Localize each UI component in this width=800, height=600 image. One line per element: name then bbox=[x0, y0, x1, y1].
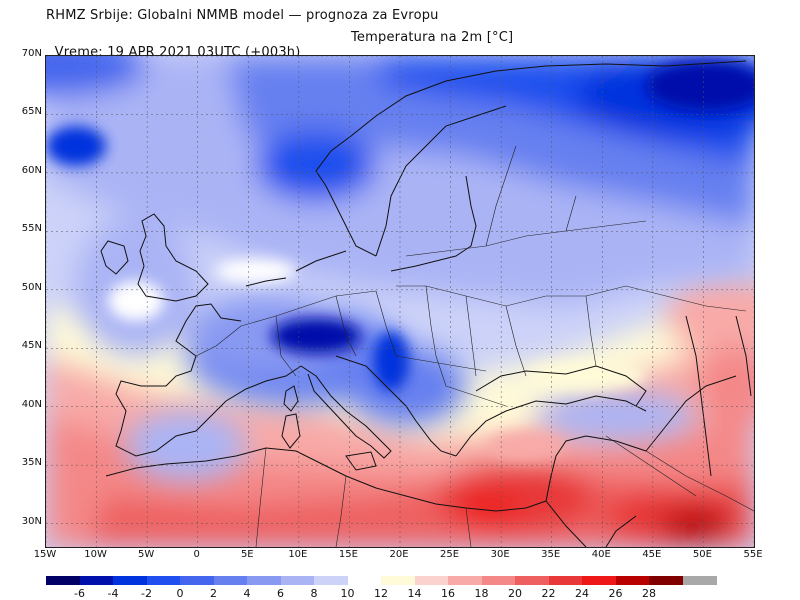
color-legend-tick: 12 bbox=[374, 587, 388, 600]
baltic-south-coast bbox=[390, 175, 477, 272]
black-sea-north-coast bbox=[475, 365, 647, 407]
color-legend-tick: 20 bbox=[508, 587, 522, 600]
longitude-label: 5E bbox=[240, 549, 254, 560]
color-legend-tick: 16 bbox=[441, 587, 455, 600]
color-swatch bbox=[414, 576, 449, 585]
scandinavia-coast bbox=[315, 60, 747, 257]
color-swatch bbox=[180, 576, 214, 585]
color-legend-tick: -2 bbox=[141, 587, 152, 600]
latitude-label: 30N bbox=[21, 515, 42, 527]
color-legend-tick: 8 bbox=[310, 587, 318, 600]
great-britain-coast bbox=[137, 213, 209, 302]
color-swatch bbox=[314, 576, 348, 585]
latitude-label: 70N bbox=[21, 48, 42, 59]
color-swatch bbox=[649, 576, 683, 585]
color-legend-tick: 24 bbox=[575, 587, 589, 600]
longitude-label: 40E bbox=[591, 549, 611, 560]
longitude-label: 55E bbox=[743, 549, 763, 560]
color-swatch bbox=[113, 576, 147, 585]
longitude-label: 35E bbox=[541, 549, 561, 560]
color-legend-tick: -4 bbox=[107, 587, 119, 600]
country-borders bbox=[195, 145, 754, 547]
italy-coast bbox=[300, 365, 392, 459]
color-legend-tick: 0 bbox=[176, 587, 184, 600]
color-swatch bbox=[146, 576, 181, 585]
color-legend-tick: 22 bbox=[541, 587, 556, 600]
longitude-label: 0 bbox=[193, 549, 200, 560]
color-swatch bbox=[481, 576, 516, 585]
longitude-label: 10W bbox=[84, 549, 107, 560]
color-legend-tick: 14 bbox=[407, 587, 422, 600]
adriatic-coast bbox=[335, 355, 457, 457]
map-title: RHMZ Srbije: Globalni NMMB model — progn… bbox=[46, 8, 439, 23]
red-sea-east bbox=[605, 515, 637, 547]
color-swatch bbox=[615, 576, 650, 585]
longitude-label: 15W bbox=[33, 549, 57, 560]
longitude-label: 25E bbox=[440, 549, 460, 560]
color-legend-tick: 28 bbox=[642, 587, 656, 600]
latitude-label: 50N bbox=[21, 281, 42, 293]
color-swatch bbox=[46, 576, 80, 585]
latitude-label: 65N bbox=[21, 106, 42, 118]
caspian-west-coast bbox=[685, 315, 712, 477]
coastlines bbox=[100, 60, 752, 547]
north-sea-coast bbox=[245, 277, 287, 287]
black-sea-south-coast bbox=[455, 395, 647, 457]
ireland-coast bbox=[100, 240, 129, 275]
parameter-label: Temperatura na 2m [°C] bbox=[351, 30, 514, 45]
temperature-map bbox=[45, 55, 755, 548]
red-sea-west bbox=[545, 500, 587, 547]
color-legend-tick: 26 bbox=[608, 587, 623, 600]
color-legend-tick: 2 bbox=[210, 587, 217, 600]
longitude-label: 10E bbox=[288, 549, 308, 560]
longitude-label: 20E bbox=[389, 549, 409, 560]
color-legend-tick: 6 bbox=[277, 587, 284, 600]
caspian-east-coast bbox=[735, 315, 752, 397]
color-swatch bbox=[682, 576, 717, 585]
color-swatch bbox=[582, 576, 616, 585]
color-swatch bbox=[247, 576, 281, 585]
color-swatch bbox=[515, 576, 549, 585]
levant-coast bbox=[545, 435, 647, 502]
sardinia-coast bbox=[281, 413, 301, 449]
iberia-france-coast bbox=[115, 303, 302, 457]
latitude-label: 40N bbox=[21, 398, 42, 410]
color-legend-tick: 4 bbox=[243, 587, 251, 600]
north-africa-coast bbox=[105, 447, 547, 512]
latitude-label: 60N bbox=[21, 164, 42, 176]
color-swatch bbox=[548, 576, 583, 585]
color-legend-tick: -6 bbox=[74, 587, 85, 600]
latitude-label: 55N bbox=[21, 223, 42, 235]
jutland-coast bbox=[295, 250, 347, 272]
baltic-west-coast bbox=[375, 105, 507, 257]
color-swatch bbox=[381, 576, 415, 585]
color-legend-tick: 10 bbox=[340, 587, 355, 600]
color-legend-tick: 18 bbox=[474, 587, 489, 600]
longitude-label: 5W bbox=[138, 549, 155, 560]
graticule bbox=[46, 56, 754, 547]
color-swatch bbox=[448, 576, 482, 585]
longitude-label: 50E bbox=[692, 549, 712, 560]
latitude-label: 45N bbox=[21, 340, 42, 352]
color-swatch bbox=[347, 576, 382, 585]
anatolia-east bbox=[645, 375, 737, 452]
longitude-label: 15E bbox=[338, 549, 358, 560]
color-swatch bbox=[79, 576, 114, 585]
temperature-field-details bbox=[46, 61, 754, 461]
color-swatch bbox=[280, 576, 315, 585]
color-swatch bbox=[213, 576, 248, 585]
latitude-label: 35N bbox=[21, 457, 42, 469]
longitude-label: 45E bbox=[642, 549, 662, 560]
longitude-label: 30E bbox=[490, 549, 510, 560]
corsica-coast bbox=[283, 385, 299, 412]
